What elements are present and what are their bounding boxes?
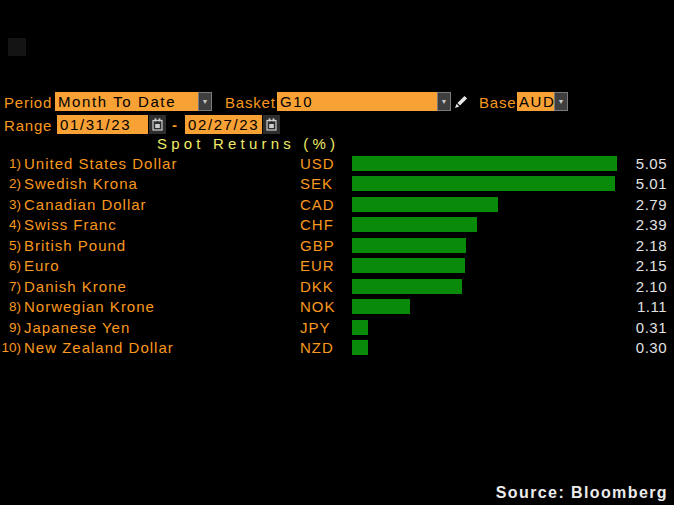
bar	[352, 176, 615, 191]
row-value: 0.31	[636, 319, 667, 336]
row-rank: 4)	[0, 217, 21, 232]
bar	[352, 340, 368, 355]
basket-select[interactable]: G10	[277, 92, 437, 111]
row-value: 5.05	[636, 155, 667, 172]
currency-name: Japanese Yen	[24, 319, 130, 336]
row-rank: 3)	[0, 197, 21, 212]
bar	[352, 156, 617, 171]
source-attribution: Source: Bloomberg	[496, 484, 668, 502]
row-rank: 5)	[0, 238, 21, 253]
base-dropdown-arrow-icon[interactable]: ▼	[554, 92, 568, 111]
basket-label: Basket	[225, 93, 276, 112]
base-select[interactable]: AUD	[517, 92, 554, 111]
bar	[352, 197, 498, 212]
row-value: 2.79	[636, 196, 667, 213]
bar	[352, 299, 410, 314]
currency-name: Swedish Krona	[24, 175, 138, 192]
currency-ticker: NOK	[300, 298, 336, 315]
bloomberg-terminal-panel: Period Month To Date ▼ Basket G10 ▼ Base…	[0, 0, 674, 505]
table-row[interactable]: 6)Euro EUR 2.15	[0, 256, 674, 277]
currency-ticker: NZD	[300, 339, 334, 356]
bar	[352, 217, 477, 232]
currency-ticker: JPY	[300, 319, 331, 336]
bar	[352, 279, 462, 294]
pencil-icon	[453, 93, 470, 110]
range-label: Range	[4, 116, 52, 135]
row-rank: 10)	[0, 340, 21, 355]
calendar-icon	[152, 118, 163, 131]
row-value: 2.39	[636, 216, 667, 233]
row-value: 2.10	[636, 278, 667, 295]
table-row[interactable]: 9)Japanese Yen JPY 0.31	[0, 317, 674, 338]
row-rank: 9)	[0, 320, 21, 335]
bar	[352, 320, 368, 335]
currency-name: United States Dollar	[24, 155, 177, 172]
basket-dropdown-arrow-icon[interactable]: ▼	[437, 92, 451, 111]
row-rank: 8)	[0, 299, 21, 314]
row-value: 1.11	[637, 298, 667, 315]
chart-title: Spot Returns (%)	[157, 135, 339, 152]
calendar-icon	[266, 118, 277, 131]
range-start-calendar-button[interactable]	[149, 115, 166, 134]
row-value: 5.01	[636, 175, 667, 192]
currency-name: Swiss Franc	[24, 216, 117, 233]
range-end-input[interactable]: 02/27/23	[185, 115, 262, 134]
currency-ticker: GBP	[300, 237, 335, 254]
table-row[interactable]: 3)Canadian Dollar CAD 2.79	[0, 194, 674, 215]
table-row[interactable]: 5)British Pound GBP 2.18	[0, 235, 674, 256]
currency-ticker: CAD	[300, 196, 335, 213]
period-label: Period	[4, 93, 52, 112]
table-row[interactable]: 8)Norwegian Krone NOK 1.11	[0, 297, 674, 318]
currency-name: Danish Krone	[24, 278, 127, 295]
row-rank: 2)	[0, 176, 21, 191]
chart-rows: 1)United States Dollar USD 5.05 2)Swedish K…	[0, 153, 674, 358]
currency-name: British Pound	[24, 237, 126, 254]
table-row[interactable]: 2)Swedish Krona SEK 5.01	[0, 174, 674, 195]
row-value: 2.15	[636, 257, 667, 274]
currency-name: Canadian Dollar	[24, 196, 147, 213]
currency-ticker: EUR	[300, 257, 335, 274]
range-separator: -	[172, 116, 177, 133]
row-value: 2.18	[636, 237, 667, 254]
bar	[352, 238, 466, 253]
currency-name: Norwegian Krone	[24, 298, 155, 315]
currency-ticker: USD	[300, 155, 335, 172]
table-row[interactable]: 10)New Zealand Dollar NZD 0.30	[0, 338, 674, 359]
corner-square-decoration	[8, 38, 26, 56]
base-label: Base	[479, 93, 516, 112]
range-end-calendar-button[interactable]	[263, 115, 280, 134]
table-row[interactable]: 1)United States Dollar USD 5.05	[0, 153, 674, 174]
table-row[interactable]: 7)Danish Krone DKK 2.10	[0, 276, 674, 297]
period-dropdown-arrow-icon[interactable]: ▼	[198, 92, 212, 111]
period-select[interactable]: Month To Date	[55, 92, 198, 111]
currency-name: Euro	[24, 257, 60, 274]
row-value: 0.30	[636, 339, 667, 356]
currency-ticker: CHF	[300, 216, 334, 233]
row-rank: 7)	[0, 279, 21, 294]
currency-ticker: DKK	[300, 278, 334, 295]
range-start-input[interactable]: 01/31/23	[57, 115, 148, 134]
table-row[interactable]: 4)Swiss Franc CHF 2.39	[0, 215, 674, 236]
currency-ticker: SEK	[300, 175, 333, 192]
row-rank: 6)	[0, 258, 21, 273]
bar	[352, 258, 465, 273]
row-rank: 1)	[0, 156, 21, 171]
currency-name: New Zealand Dollar	[24, 339, 174, 356]
edit-basket-button[interactable]	[452, 92, 470, 111]
